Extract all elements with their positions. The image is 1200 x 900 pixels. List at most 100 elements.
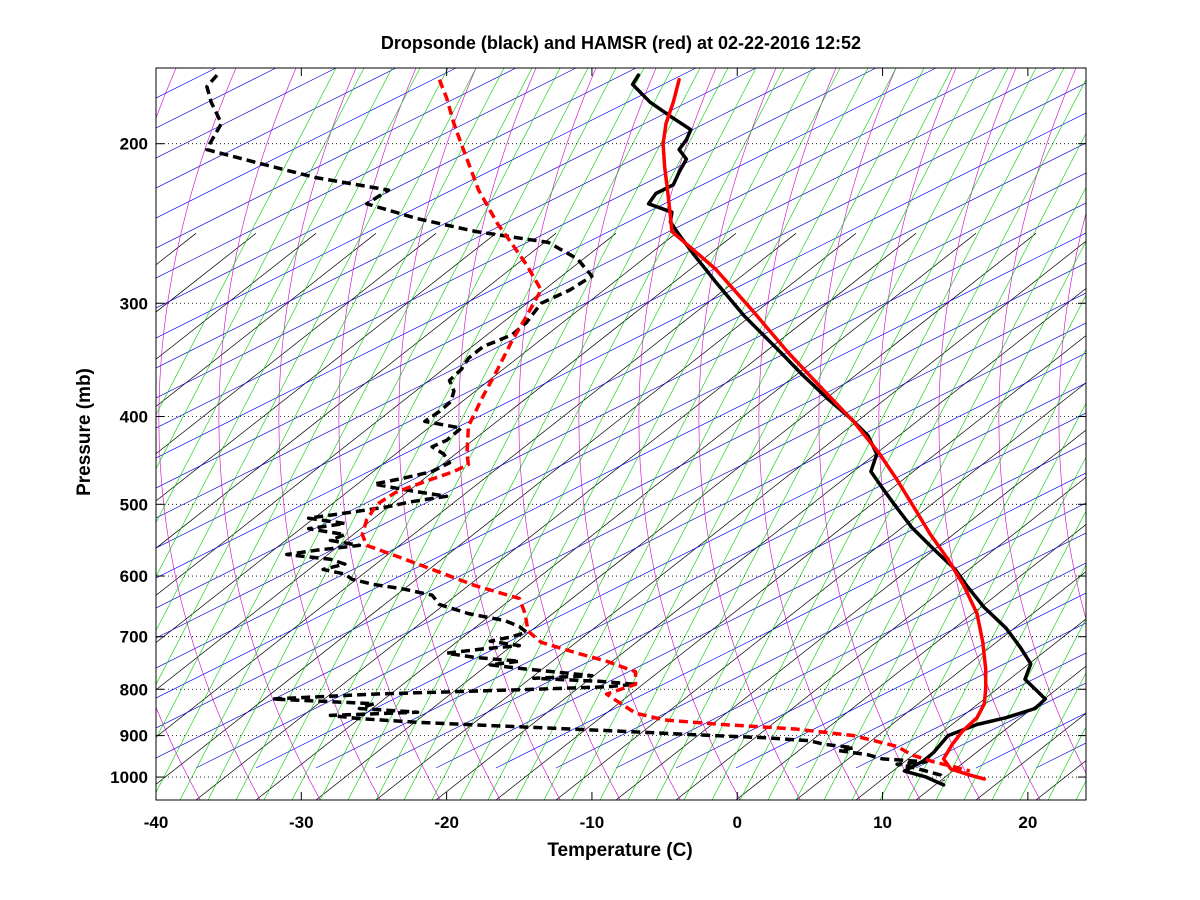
dry-adiabat-line	[156, 68, 517, 249]
mixing-ratio-line	[907, 456, 1086, 800]
x-tick-label: 10	[873, 813, 892, 832]
isotherm-line	[156, 233, 857, 785]
dry-adiabat-line	[156, 172, 1086, 639]
dry-adiabat-line	[156, 68, 997, 489]
x-tick-label: -40	[144, 813, 169, 832]
y-tick-label: 800	[120, 680, 148, 699]
y-tick-label: 1000	[110, 768, 148, 787]
mixing-ratio-line	[291, 68, 673, 800]
mixing-ratio-line	[179, 68, 561, 800]
y-tick-label: 300	[120, 294, 148, 313]
mixing-ratio-line	[627, 68, 1009, 800]
dry-adiabat-line	[156, 68, 817, 399]
dry-adiabat-line	[435, 442, 1086, 769]
isotherm-line	[615, 429, 1086, 800]
mixing-ratio-line	[156, 68, 337, 416]
mixing-ratio-line	[795, 240, 1086, 800]
moist-adiabat-line	[518, 68, 621, 800]
moist-adiabat-line	[938, 68, 1041, 800]
moist-adiabat-line	[398, 68, 501, 800]
dry-adiabat-line	[156, 68, 1057, 519]
isotherm-line	[855, 618, 1086, 800]
dry-adiabat-line	[156, 68, 697, 339]
isotherm-line	[156, 233, 617, 596]
mixing-ratio-line	[319, 68, 701, 800]
y-axis-ticks: 200 300 400 500 600 700 800 900 1000	[110, 135, 1086, 787]
moist-adiabat-line	[818, 68, 921, 800]
mixing-ratio-line	[156, 68, 533, 793]
x-tick-label: 0	[733, 813, 742, 832]
dry-adiabat-line	[675, 562, 1086, 769]
hamsr-temperature-line	[661, 77, 988, 781]
isotherm-line	[156, 233, 737, 691]
x-tick-label: 20	[1018, 813, 1037, 832]
isotherm-line	[156, 233, 797, 738]
mixing-ratio-line	[991, 618, 1086, 800]
mixing-ratio-line	[375, 68, 757, 800]
isotherm-line	[156, 233, 557, 549]
y-axis-label: Pressure (mb)	[74, 368, 95, 496]
mixing-ratio-line	[156, 68, 393, 524]
isotherm-line	[156, 233, 497, 502]
mixing-ratio-line	[156, 68, 365, 470]
hamsr-dewpoint-line	[360, 79, 971, 773]
isotherm-line	[315, 233, 1037, 800]
mixing-ratio-line	[543, 68, 925, 800]
dry-adiabat-line	[255, 352, 1086, 769]
dropsonde-dewpoint-line	[205, 73, 946, 782]
dry-adiabat-line	[495, 472, 1086, 769]
mixing-ratio-line	[655, 68, 1037, 800]
dry-adiabat-line	[615, 532, 1086, 769]
mixing-ratio-line	[1019, 672, 1086, 800]
y-tick-label: 400	[120, 407, 148, 426]
y-tick-label: 900	[120, 727, 148, 746]
moist-adiabat-line	[158, 68, 261, 800]
moist-adiabat-line	[278, 68, 381, 800]
isotherm-line	[255, 233, 977, 800]
isotherm-line	[375, 240, 1086, 800]
mixing-ratio-line	[156, 68, 477, 686]
isotherm-line	[555, 382, 1086, 800]
mixing-ratio-line	[207, 68, 589, 800]
mixing-ratio-line	[459, 68, 841, 800]
dry-adiabat-line	[195, 322, 1086, 769]
isotherm-line	[195, 233, 917, 800]
y-tick-label: 500	[120, 495, 148, 514]
dry-adiabat-line	[156, 68, 877, 429]
isotherm-line	[156, 233, 377, 407]
y-tick-label: 700	[120, 628, 148, 647]
y-tick-label: 600	[120, 567, 148, 586]
mixing-ratio-line	[711, 78, 1086, 800]
isotherm-line	[495, 335, 1086, 800]
y-tick-label: 200	[120, 135, 148, 154]
mixing-ratio-line	[571, 68, 953, 800]
moist-adiabat-line	[878, 68, 981, 800]
mixing-ratio-line	[599, 68, 981, 800]
mixing-ratio-line	[739, 132, 1086, 800]
moist-adiabat-line	[998, 68, 1086, 774]
dry-adiabat-line	[156, 262, 1086, 729]
moist-adiabat-line	[698, 68, 801, 800]
dry-adiabat-line	[156, 68, 397, 189]
mixing-ratio-line	[431, 68, 813, 800]
dry-adiabat-line	[156, 232, 1086, 699]
series-layer	[205, 73, 1048, 787]
isotherm-line	[156, 233, 437, 455]
dry-adiabat-line	[156, 112, 1086, 579]
dry-adiabat-line	[156, 142, 1086, 609]
dry-adiabat-line	[375, 412, 1086, 769]
plot-frame	[155, 67, 1087, 801]
chart-title: Dropsonde (black) and HAMSR (red) at 02-…	[381, 33, 861, 53]
mixing-ratio-line	[403, 68, 785, 800]
dry-adiabat-line	[156, 68, 757, 369]
dry-adiabat-line	[156, 68, 637, 309]
moist-adiabat-line	[578, 68, 681, 800]
mixing-ratio-line	[851, 348, 1086, 800]
moist-adiabat-line	[458, 68, 561, 800]
moist-adiabat-line	[218, 68, 321, 800]
background-lines	[156, 68, 1086, 800]
dry-adiabat-line	[156, 68, 937, 459]
moist-adiabat-line	[156, 68, 201, 800]
x-tick-label: -30	[289, 813, 314, 832]
